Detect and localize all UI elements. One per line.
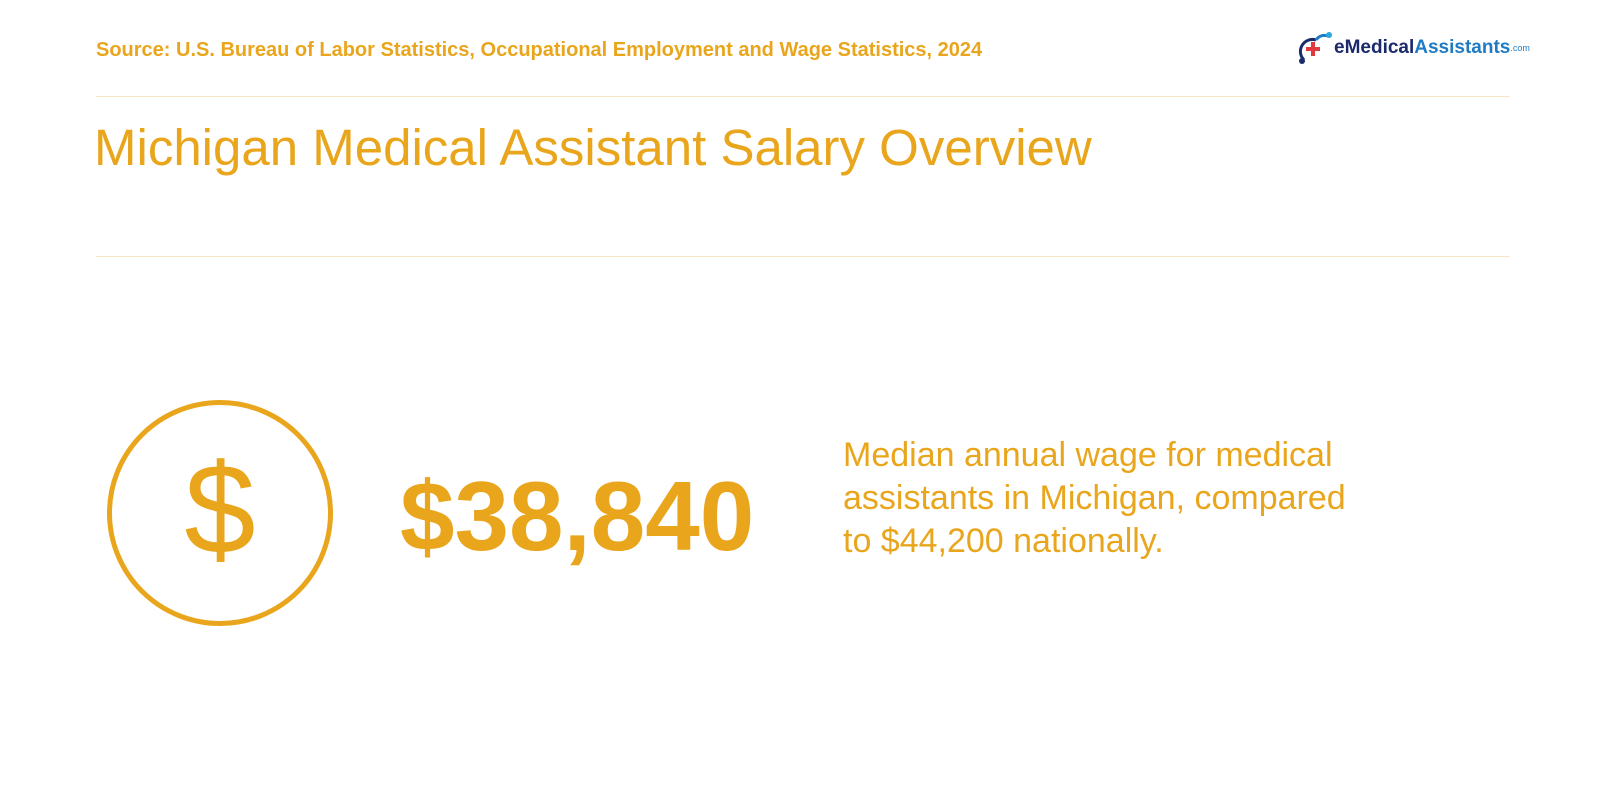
logo-text: eMedical: [1334, 37, 1415, 58]
source: Source: U.S. Bureau of Labor Statistics,…: [96, 39, 983, 61]
logo-text: .com: [1510, 43, 1530, 53]
title: Michigan Medical Assistant Salary Overvi…: [94, 119, 1092, 176]
logo-icon: [1298, 32, 1332, 64]
stat-value: $38,840: [400, 461, 755, 571]
icon-circle: $: [107, 400, 333, 626]
divider: [96, 256, 1510, 257]
dollar-icon: $: [184, 438, 256, 581]
logo-text: Assistants: [1414, 37, 1511, 58]
logo[interactable]: eMedical Assistants .com: [1294, 30, 1530, 66]
divider: [96, 96, 1510, 97]
stat-description: Median annual wage for medical assistant…: [843, 436, 1346, 560]
